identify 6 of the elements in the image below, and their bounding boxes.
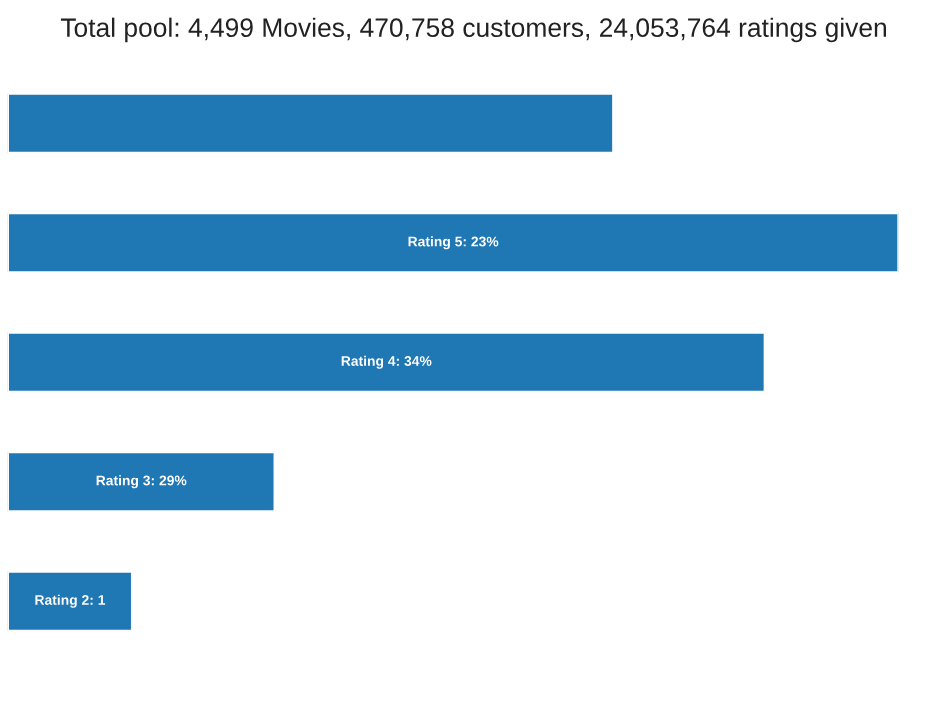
bar <box>7 569 134 633</box>
bar <box>7 330 767 394</box>
bar <box>7 92 615 155</box>
bar <box>7 450 277 513</box>
bar <box>7 211 899 275</box>
chart-title: Total pool: 4,499 Movies, 470,758 customers, 24,053,764 ratings given <box>60 17 886 43</box>
